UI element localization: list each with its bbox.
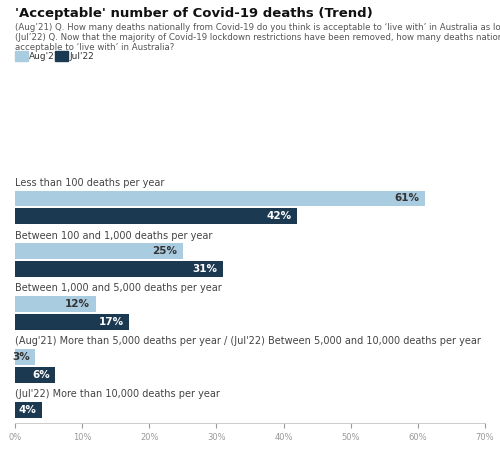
Text: Jul'22: Jul'22 <box>69 52 94 61</box>
Bar <box>15 402 42 418</box>
Text: (Jul’22) Q. Now that the majority of Covid-19 lockdown restrictions have been re: (Jul’22) Q. Now that the majority of Cov… <box>15 33 500 42</box>
Text: 61%: 61% <box>394 194 419 203</box>
Bar <box>15 349 35 365</box>
Text: 6%: 6% <box>32 369 50 380</box>
Text: (Aug’21) Q. How many deaths nationally from Covid-19 do you think is acceptable : (Aug’21) Q. How many deaths nationally f… <box>15 23 500 32</box>
Text: 'Acceptable' number of Covid-19 deaths (Trend): 'Acceptable' number of Covid-19 deaths (… <box>15 7 373 20</box>
Text: 4%: 4% <box>18 405 36 415</box>
Bar <box>15 314 129 330</box>
Bar <box>15 190 424 207</box>
Bar <box>15 261 223 277</box>
Text: Less than 100 deaths per year: Less than 100 deaths per year <box>15 178 165 188</box>
Text: 17%: 17% <box>98 317 124 327</box>
Text: 3%: 3% <box>12 352 30 362</box>
Bar <box>15 367 56 382</box>
Bar <box>15 208 297 224</box>
Bar <box>15 296 96 312</box>
Text: 31%: 31% <box>193 264 218 274</box>
Text: Aug'21: Aug'21 <box>29 52 60 61</box>
Text: Between 1,000 and 5,000 deaths per year: Between 1,000 and 5,000 deaths per year <box>15 284 222 293</box>
Text: acceptable to ‘live with’ in Australia?: acceptable to ‘live with’ in Australia? <box>15 43 174 52</box>
Text: Between 100 and 1,000 deaths per year: Between 100 and 1,000 deaths per year <box>15 230 212 241</box>
Text: 25%: 25% <box>152 246 178 256</box>
Bar <box>15 243 183 259</box>
Text: (Aug'21) More than 5,000 deaths per year / (Jul'22) Between 5,000 and 10,000 dea: (Aug'21) More than 5,000 deaths per year… <box>15 336 481 346</box>
Text: 12%: 12% <box>65 299 90 309</box>
Text: 42%: 42% <box>266 211 291 221</box>
Text: (Jul'22) More than 10,000 deaths per year: (Jul'22) More than 10,000 deaths per yea… <box>15 389 220 399</box>
